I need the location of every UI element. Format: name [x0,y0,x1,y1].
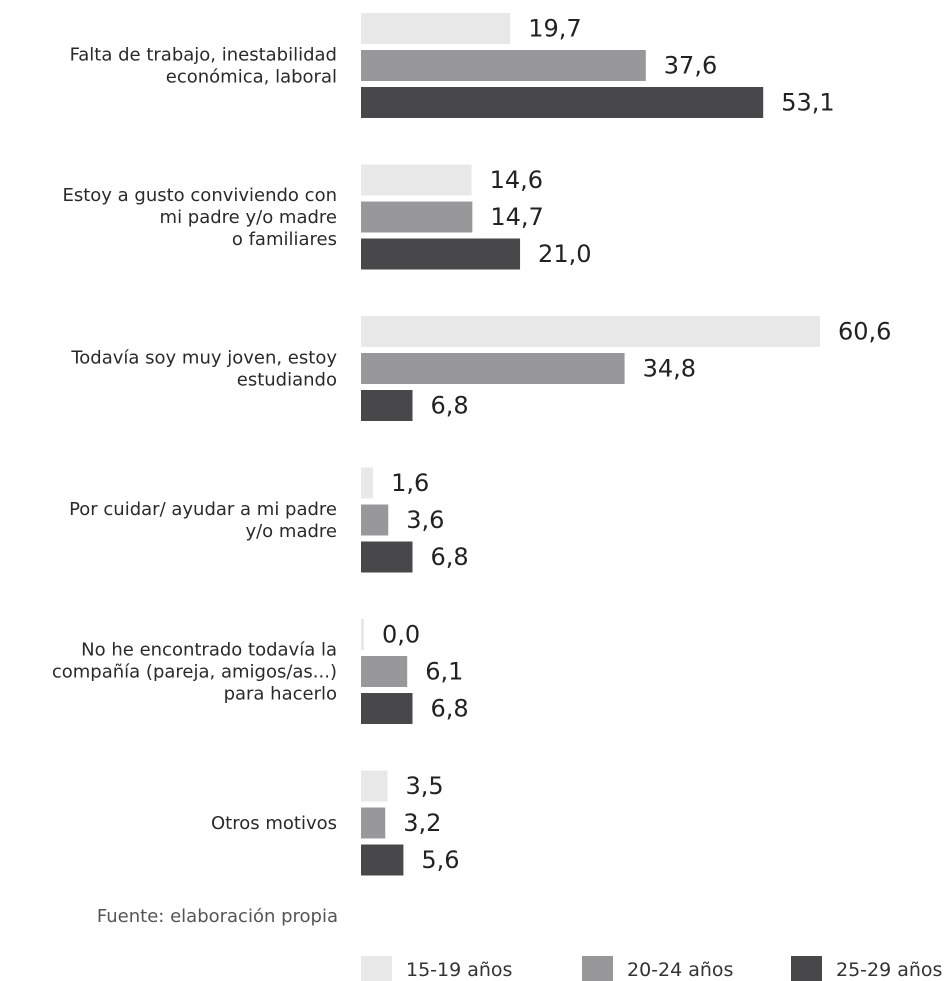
legend-label-2: 25-29 años [836,959,942,981]
value-label-g3-s2: 6,8 [431,543,469,571]
bar-g2-s0 [361,316,820,347]
value-label-g5-s1: 3,2 [403,809,441,837]
category-label-5-line-0: Otros motivos [211,813,337,834]
value-label-g5-s0: 3,5 [406,772,444,800]
category-label-3-line-1: y/o madre [245,521,337,542]
category-label-1-line-0: Estoy a gusto conviviendo con [62,185,337,206]
value-label-g4-s0: 0,0 [382,621,420,649]
bar-g5-s0 [361,770,388,802]
bar-g2-s2 [361,390,413,421]
value-label-g0-s0: 19,7 [528,15,581,43]
category-label-1-line-1: mi padre y/o madre [160,207,337,228]
legend-label-0: 15-19 años [406,959,512,981]
value-label-g3-s0: 1,6 [391,469,429,497]
legend-swatch-0 [361,956,392,981]
bar-g0-s0 [361,13,511,44]
value-label-g2-s2: 6,8 [431,392,469,420]
value-label-g0-s1: 37,6 [664,52,717,80]
category-label-4-line-0: No he encontrado todavía la [81,640,337,661]
bar-g2-s1 [361,353,625,384]
value-label-g1-s0: 14,6 [490,166,543,194]
value-label-g0-s2: 53,1 [781,89,834,117]
category-label-2-line-0: Todavía soy muy joven, estoy [70,348,337,369]
bar-g1-s0 [361,164,472,196]
category-label-4-line-2: para hacerlo [224,684,337,705]
bar-g4-s2 [361,693,413,724]
category-label-0-line-1: económica, laboral [166,67,337,88]
labels-layer: 19,7 37,6 53,1 Falta de trabajo, inestabili… [52,15,892,875]
value-label-g1-s2: 21,0 [538,240,591,268]
legend-swatch-2 [791,956,822,981]
value-label-g4-s2: 6,8 [431,695,469,723]
category-label-0-line-0: Falta de trabajo, inestabilidad [70,45,337,66]
bar-g1-s1 [361,201,473,233]
value-label-g2-s1: 34,8 [643,355,696,383]
bar-g3-s1 [361,504,389,536]
bar-g4-s0 [361,619,364,650]
bar-g4-s1 [361,656,408,687]
category-label-4-line-1: compañía (pareja, amigos/as...) [52,662,337,683]
bars-layer [361,13,820,876]
value-label-g3-s1: 3,6 [406,506,444,534]
source-note: Fuente: elaboración propia [97,906,338,927]
legend-swatch-1 [582,956,613,981]
category-label-2-line-1: estudiando [237,370,337,391]
bar-g0-s2 [361,87,764,118]
legend: 15-19 años 20-24 años 25-29 años [361,956,942,981]
bar-g3-s2 [361,541,413,573]
category-label-1-line-2: o familiares [232,229,337,250]
bar-g0-s1 [361,50,646,81]
value-label-g2-s0: 60,6 [838,318,891,346]
value-label-g4-s1: 6,1 [425,658,463,686]
bar-g5-s2 [361,844,404,876]
value-label-g1-s1: 14,7 [490,203,543,231]
bar-g5-s1 [361,807,386,839]
bar-g1-s2 [361,238,521,270]
category-label-3-line-0: Por cuidar/ ayudar a mi padre [69,499,337,520]
legend-label-1: 20-24 años [627,959,733,981]
bar-g3-s0 [361,467,374,499]
value-label-g5-s2: 5,6 [421,846,459,874]
